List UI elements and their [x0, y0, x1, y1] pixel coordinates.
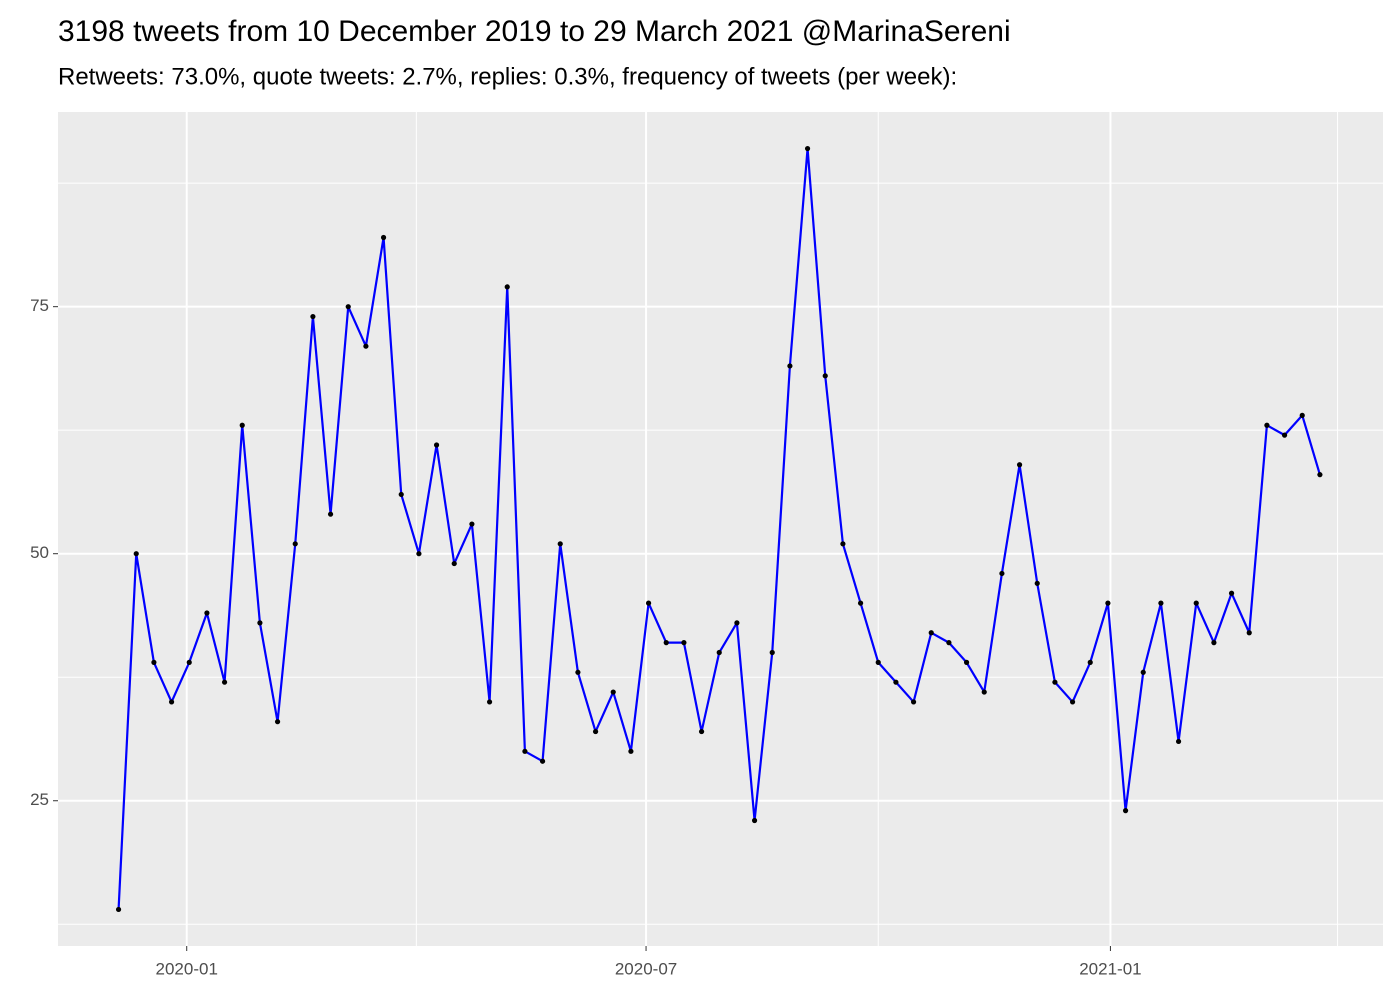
data-point — [1052, 679, 1058, 685]
data-point — [734, 620, 740, 626]
plot-panel — [58, 112, 1383, 946]
data-point — [345, 304, 351, 310]
data-point — [822, 373, 828, 379]
data-point — [1105, 600, 1111, 606]
data-point — [292, 541, 298, 547]
data-point — [1140, 669, 1146, 675]
data-point — [557, 541, 563, 547]
data-point — [221, 679, 228, 685]
y-tick-label: 25 — [30, 790, 49, 809]
data-point — [1069, 699, 1076, 705]
data-point — [133, 551, 139, 557]
data-point — [115, 906, 122, 913]
data-point — [168, 699, 175, 705]
data-point — [1158, 600, 1164, 606]
data-point — [1317, 472, 1323, 478]
data-point — [380, 234, 387, 241]
data-point — [1087, 659, 1093, 666]
data-point — [486, 699, 493, 705]
data-point — [327, 511, 334, 517]
data-point — [751, 817, 758, 824]
data-point — [451, 560, 457, 567]
data-point — [840, 541, 846, 547]
data-point — [610, 689, 616, 695]
data-point — [1228, 590, 1235, 596]
data-point — [946, 640, 952, 646]
data-point — [628, 748, 634, 754]
data-point — [1034, 580, 1040, 586]
data-point — [257, 620, 263, 626]
data-point — [1193, 600, 1199, 606]
chart-title: 3198 tweets from 10 December 2019 to 29 … — [58, 15, 1011, 48]
data-point — [1175, 738, 1182, 745]
data-point — [716, 649, 722, 656]
data-point — [504, 284, 510, 290]
data-point — [469, 521, 475, 527]
data-point — [1281, 432, 1288, 438]
data-point — [592, 728, 599, 735]
data-point — [433, 442, 440, 448]
data-point — [1122, 808, 1129, 814]
data-point — [204, 610, 210, 616]
data-point — [963, 659, 970, 666]
data-point — [522, 748, 528, 754]
data-point — [681, 640, 687, 646]
x-tick-label: 2020-01 — [156, 959, 218, 978]
data-point — [539, 758, 546, 764]
data-point — [1016, 462, 1023, 468]
data-point — [274, 719, 281, 725]
data-point — [769, 649, 775, 656]
y-tick-label: 50 — [30, 543, 49, 562]
data-point — [875, 659, 881, 666]
data-point — [1211, 640, 1217, 646]
data-point — [398, 491, 404, 498]
chart-subtitle: Retweets: 73.0%, quote tweets: 2.7%, rep… — [58, 63, 957, 90]
data-point — [787, 363, 793, 369]
data-point — [1246, 630, 1252, 636]
data-point — [981, 689, 987, 695]
data-point — [310, 313, 316, 320]
data-point — [804, 145, 811, 152]
data-point — [893, 679, 899, 685]
data-point — [1299, 412, 1305, 418]
data-point — [857, 600, 864, 606]
data-point — [416, 551, 422, 557]
data-point — [575, 669, 581, 675]
y-tick-label: 75 — [30, 296, 49, 315]
data-point — [239, 422, 245, 428]
x-tick-label: 2021-01 — [1079, 959, 1141, 978]
data-point — [928, 630, 934, 636]
data-point — [999, 570, 1005, 577]
data-point — [1264, 422, 1270, 428]
data-point — [186, 659, 192, 666]
data-point — [910, 699, 917, 705]
data-point — [363, 343, 369, 349]
data-point — [663, 640, 669, 646]
data-point — [698, 728, 705, 735]
x-tick-label: 2020-07 — [615, 959, 677, 978]
data-point — [151, 659, 157, 666]
data-point — [645, 600, 652, 606]
